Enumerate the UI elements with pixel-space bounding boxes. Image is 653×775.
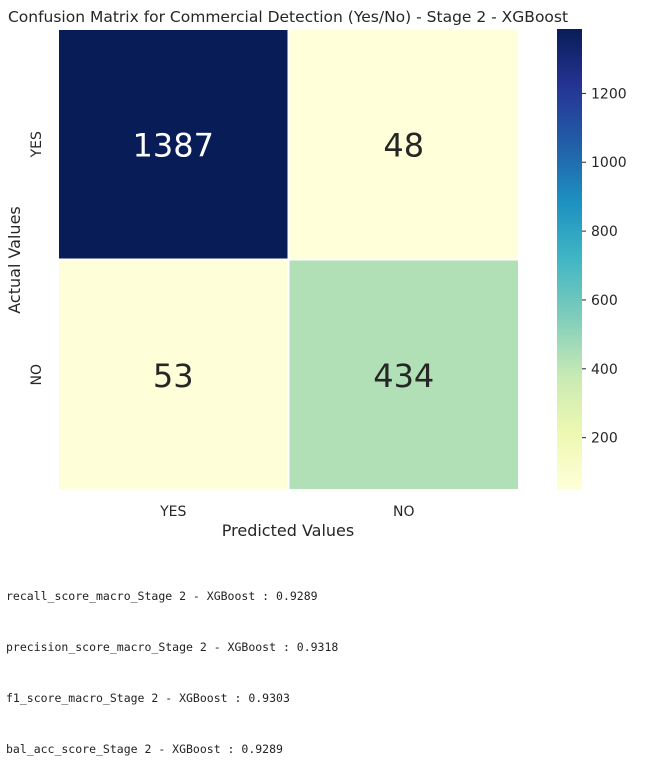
f1-score-line: f1_score_macro_Stage 2 - XGBoost : 0.930… — [6, 691, 290, 705]
colorbar — [557, 29, 582, 490]
heatmap-cell-no-no — [289, 260, 518, 489]
x-tick-label-no: NO — [393, 504, 415, 520]
heatmap-cell-labels: 1387 48 53 434 — [133, 126, 435, 395]
colorbar-tick-label: 1000 — [591, 155, 627, 171]
y-axis-label: Actual Values — [5, 206, 24, 313]
colorbar-tick-label: 200 — [591, 431, 618, 447]
colorbar-tick-label: 600 — [591, 293, 618, 309]
precision-score-line: precision_score_macro_Stage 2 - XGBoost … — [6, 640, 339, 654]
colorbar-tick-label: 800 — [591, 224, 618, 240]
heatmap-cells — [59, 30, 518, 489]
y-tick-label-no: NO — [29, 364, 45, 386]
cell-value-yes-no: 48 — [383, 126, 424, 164]
recall-score-line: recall_score_macro_Stage 2 - XGBoost : 0… — [6, 589, 318, 603]
x-axis-tick-labels: YES NO — [159, 504, 414, 520]
colorbar-tick-label: 1200 — [591, 86, 627, 102]
confusion-matrix-chart: Confusion Matrix for Commercial Detectio… — [5, 8, 627, 540]
colorbar-ticks: 200 400 600 800 1000 1200 — [582, 86, 627, 447]
cell-value-no-yes: 53 — [153, 357, 194, 395]
heatmap-cell-yes-yes — [59, 30, 288, 259]
heatmap-cell-yes-no — [289, 30, 518, 259]
y-axis-tick-labels: YES NO — [29, 131, 45, 385]
colorbar-tick-label: 400 — [591, 362, 618, 378]
x-axis-label: Predicted Values — [222, 521, 354, 540]
cell-value-no-no: 434 — [373, 357, 434, 395]
heatmap-cell-no-yes — [59, 260, 288, 489]
metrics-output: recall_score_macro_Stage 2 - XGBoost : 0… — [6, 554, 338, 775]
chart-title: Confusion Matrix for Commercial Detectio… — [8, 8, 568, 26]
y-tick-label-yes: YES — [29, 131, 45, 158]
x-tick-label-yes: YES — [159, 504, 186, 520]
cell-value-yes-yes: 1387 — [133, 126, 214, 164]
balanced-accuracy-line: bal_acc_score_Stage 2 - XGBoost : 0.9289 — [6, 742, 283, 756]
